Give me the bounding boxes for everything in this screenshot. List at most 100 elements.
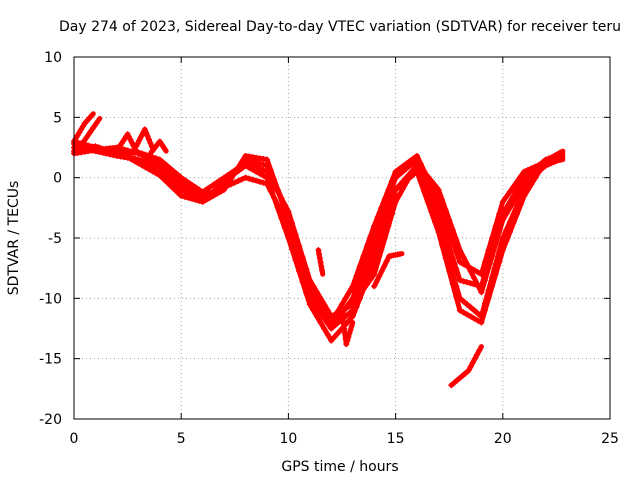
point-marker [417, 164, 424, 171]
point-marker [464, 279, 471, 286]
point-marker [174, 171, 181, 178]
point-marker [510, 183, 517, 190]
point-marker [256, 155, 263, 162]
point-marker [87, 129, 94, 136]
point-marker [428, 177, 435, 184]
point-marker [421, 188, 428, 195]
point-marker [364, 281, 371, 288]
y-tick-label: -10 [39, 291, 62, 307]
point-marker [442, 255, 449, 262]
y-tick-label: -20 [39, 412, 62, 428]
point-marker [403, 179, 410, 186]
point-marker [278, 195, 285, 202]
point-marker [431, 218, 438, 225]
point-marker [174, 189, 181, 196]
point-marker [485, 247, 492, 254]
point-marker [514, 210, 521, 217]
point-marker [424, 198, 431, 205]
point-marker [85, 144, 92, 151]
point-marker [464, 311, 471, 318]
point-marker [456, 259, 463, 266]
point-marker [96, 144, 103, 151]
point-marker [92, 143, 99, 150]
point-marker [217, 177, 224, 184]
point-marker [474, 317, 481, 324]
point-marker [446, 216, 453, 223]
point-marker [88, 144, 95, 151]
point-marker [467, 363, 474, 370]
point-marker [485, 295, 492, 302]
point-marker [81, 145, 88, 152]
point-marker [131, 158, 138, 165]
point-marker [188, 181, 195, 188]
point-marker [421, 169, 428, 176]
point-marker [135, 160, 142, 167]
point-marker [381, 263, 388, 270]
point-marker [360, 277, 367, 284]
point-marker [535, 168, 542, 175]
point-marker [253, 154, 260, 161]
point-marker [146, 152, 153, 159]
x-tick-label: 5 [177, 431, 186, 447]
point-marker [496, 210, 503, 217]
x-axis-label: GPS time / hours [281, 459, 398, 475]
point-marker [288, 219, 295, 226]
point-marker [378, 226, 385, 233]
point-marker [153, 155, 160, 162]
point-marker [528, 165, 535, 172]
point-marker [556, 149, 563, 156]
point-marker [274, 201, 281, 208]
point-marker [196, 197, 203, 204]
markers-spike-h [371, 251, 403, 290]
point-marker [481, 307, 488, 314]
point-marker [503, 238, 510, 245]
point-marker [478, 289, 485, 296]
point-marker [246, 175, 253, 182]
point-marker [221, 186, 228, 193]
point-marker [471, 307, 478, 314]
point-marker [378, 247, 385, 254]
point-marker [381, 216, 388, 223]
point-marker [321, 315, 328, 322]
point-marker [77, 143, 84, 150]
point-marker [539, 165, 546, 172]
point-marker [456, 247, 463, 254]
point-marker [478, 319, 485, 326]
point-marker [514, 192, 521, 199]
point-marker [464, 301, 471, 308]
point-marker [474, 282, 481, 289]
point-marker [342, 305, 349, 312]
point-marker [318, 267, 325, 274]
point-marker [499, 235, 506, 241]
point-marker [267, 166, 274, 173]
point-marker [356, 291, 363, 298]
point-marker [171, 185, 178, 192]
point-marker [481, 277, 488, 284]
point-marker [156, 156, 163, 163]
point-marker [76, 129, 83, 136]
point-marker [392, 198, 399, 205]
point-marker [246, 153, 253, 160]
point-marker [313, 313, 320, 320]
point-marker [231, 167, 238, 174]
point-marker [460, 309, 467, 316]
point-marker [188, 195, 195, 202]
y-tick-label: 0 [53, 171, 62, 187]
point-marker [328, 325, 335, 332]
point-marker [399, 168, 406, 175]
point-marker [465, 367, 472, 374]
point-marker [373, 278, 380, 285]
point-marker [396, 251, 403, 258]
point-marker [367, 232, 374, 239]
point-marker [316, 251, 323, 258]
point-marker [517, 186, 524, 193]
point-marker [346, 303, 353, 310]
point-marker [303, 265, 310, 272]
point-marker [528, 181, 535, 188]
point-marker [203, 196, 210, 203]
point-marker [392, 186, 399, 193]
point-marker [260, 179, 267, 186]
point-marker [367, 257, 374, 264]
point-marker [374, 237, 381, 244]
point-marker [474, 351, 481, 358]
